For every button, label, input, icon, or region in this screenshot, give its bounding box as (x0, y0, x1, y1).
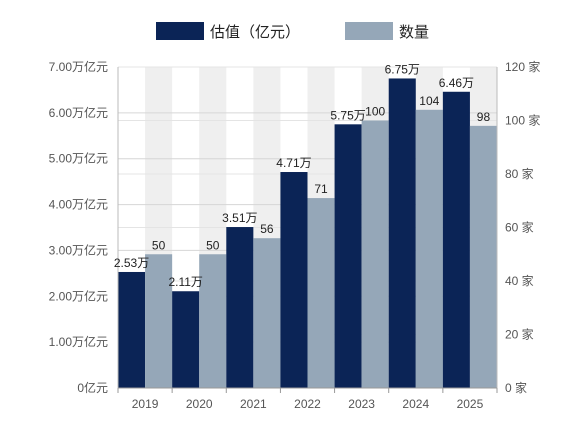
data-label-valuation: 6.75万 (385, 62, 420, 76)
bar-count (307, 198, 335, 388)
x-axis-tick-label: 2025 (457, 397, 484, 411)
data-label-valuation: 6.46万 (439, 76, 474, 90)
right-axis-tick-label: 80 家 (505, 166, 534, 181)
data-label-valuation: 4.71万 (276, 156, 311, 170)
legend-label-valuation: 估值（亿元） (210, 24, 300, 41)
bar-count (415, 109, 443, 389)
axes (117, 67, 498, 393)
left-axis-tick-label: 2.00万亿元 (49, 288, 108, 303)
bar-valuation (226, 227, 254, 388)
right-axis-tick-label: 120 家 (505, 59, 540, 74)
data-label-count: 56 (260, 222, 274, 236)
left-axis-tick-label: 6.00万亿元 (49, 105, 108, 120)
left-axis-tick-label: 0亿元 (77, 380, 108, 395)
x-axis-tick-label: 2024 (402, 397, 429, 411)
data-label-count: 50 (206, 238, 220, 252)
data-label-valuation: 2.11万 (168, 275, 202, 289)
right-axis-tick-label: 20 家 (505, 327, 534, 342)
data-label-valuation: 3.51万 (222, 211, 257, 225)
data-label-valuation: 5.75万 (330, 108, 365, 122)
bars (118, 78, 497, 389)
left-axis-tick-label: 5.00万亿元 (49, 151, 108, 166)
legend: 估值（亿元） 数量 (156, 22, 429, 41)
data-label-count: 98 (477, 110, 491, 124)
right-axis-tick-labels: 0 家 20 家 40 家 60 家 80 家 100 家 120 家 (505, 59, 540, 395)
data-label-count: 50 (152, 238, 166, 252)
bar-count (199, 254, 227, 388)
x-axis-tick-label: 2019 (132, 397, 159, 411)
bar-count (145, 254, 173, 388)
bar-count (253, 238, 281, 388)
bar-valuation (388, 78, 416, 388)
bar-valuation (334, 124, 362, 389)
left-axis-tick-labels: 0亿元 1.00万亿元 2.00万亿元 3.00万亿元 4.00万亿元 5.00万亿元 6.… (49, 59, 108, 395)
x-axis-tick-labels: 2019 2020 2021 2022 2023 2024 2025 (132, 397, 484, 411)
left-axis-tick-label: 3.00万亿元 (49, 242, 108, 257)
bar-count (361, 120, 389, 388)
data-label-count: 71 (314, 182, 328, 196)
data-label-valuation: 2.53万 (114, 256, 149, 270)
bar-valuation (118, 271, 146, 388)
legend-swatch-valuation (156, 22, 204, 40)
data-label-count: 100 (365, 105, 385, 119)
x-axis-tick-label: 2023 (348, 397, 375, 411)
left-axis-tick-label: 7.00万亿元 (49, 59, 108, 74)
legend-label-count: 数量 (399, 24, 429, 41)
right-axis-tick-label: 0 家 (505, 380, 527, 395)
right-axis-tick-label: 100 家 (505, 113, 540, 128)
data-label-count: 104 (419, 94, 439, 108)
x-axis-tick-label: 2021 (240, 397, 267, 411)
right-axis-tick-label: 40 家 (505, 273, 534, 288)
left-axis-tick-label: 1.00万亿元 (49, 334, 108, 349)
bar-valuation (442, 91, 470, 389)
bar-count (469, 125, 497, 388)
x-axis-tick-label: 2020 (186, 397, 213, 411)
x-axis-tick-label: 2022 (294, 397, 321, 411)
left-axis-tick-label: 4.00万亿元 (49, 197, 108, 212)
right-axis-tick-label: 60 家 (505, 220, 534, 235)
bar-valuation (172, 291, 200, 388)
legend-swatch-count (345, 22, 393, 40)
bar-valuation (280, 172, 308, 388)
